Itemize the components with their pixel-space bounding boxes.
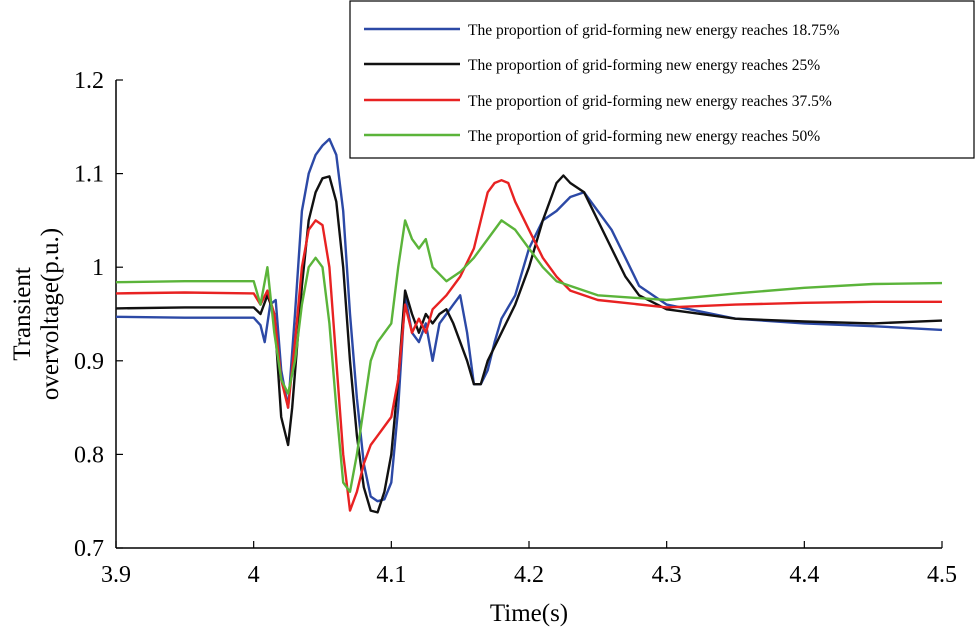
y-axis-label-line-2: overvoltage(p.u.) [37, 228, 64, 400]
x-tick-label: 4.3 [652, 562, 682, 588]
y-axis-label-line-1: Transient [9, 267, 36, 361]
x-tick-label: 4.2 [514, 562, 544, 588]
legend-label-series-3: The proportion of grid-forming new energ… [468, 93, 832, 110]
series-line-2 [115, 174, 943, 514]
legend-label-series-1: The proportion of grid-forming new energ… [468, 22, 840, 39]
x-axis-label: Time(s) [490, 600, 568, 627]
y-tick-label: 0.9 [74, 349, 104, 375]
series-line-1 [115, 137, 943, 503]
axis-ticks: 3.9 4 4.1 4.2 4.3 4.4 4.5 0.7 0.8 0.9 1 1.1 1.2 [74, 68, 957, 588]
legend-label-series-2: The proportion of grid-forming new energ… [468, 57, 820, 74]
y-tick-label: 1.1 [74, 162, 104, 188]
legend: The proportion of grid-forming new energ… [349, 0, 975, 159]
y-tick-label: 0.8 [74, 442, 104, 468]
x-tick-label: 4 [248, 562, 260, 588]
x-tick-label: 4.1 [376, 562, 406, 588]
series-line-4 [115, 219, 943, 493]
x-tick-label: 3.9 [101, 562, 131, 588]
legend-label-series-4: The proportion of grid-forming new energ… [468, 128, 820, 145]
x-tick-label: 4.4 [789, 562, 819, 588]
y-tick-label: 1 [92, 255, 104, 281]
series-group [115, 137, 943, 514]
y-tick-label: 0.7 [74, 536, 104, 562]
y-axis-label: Transient overvoltage(p.u.) [9, 228, 64, 400]
y-tick-label: 1.2 [74, 68, 104, 94]
series-line-3 [115, 179, 942, 512]
legend-box [349, 0, 975, 159]
x-tick-label: 4.5 [927, 562, 957, 588]
